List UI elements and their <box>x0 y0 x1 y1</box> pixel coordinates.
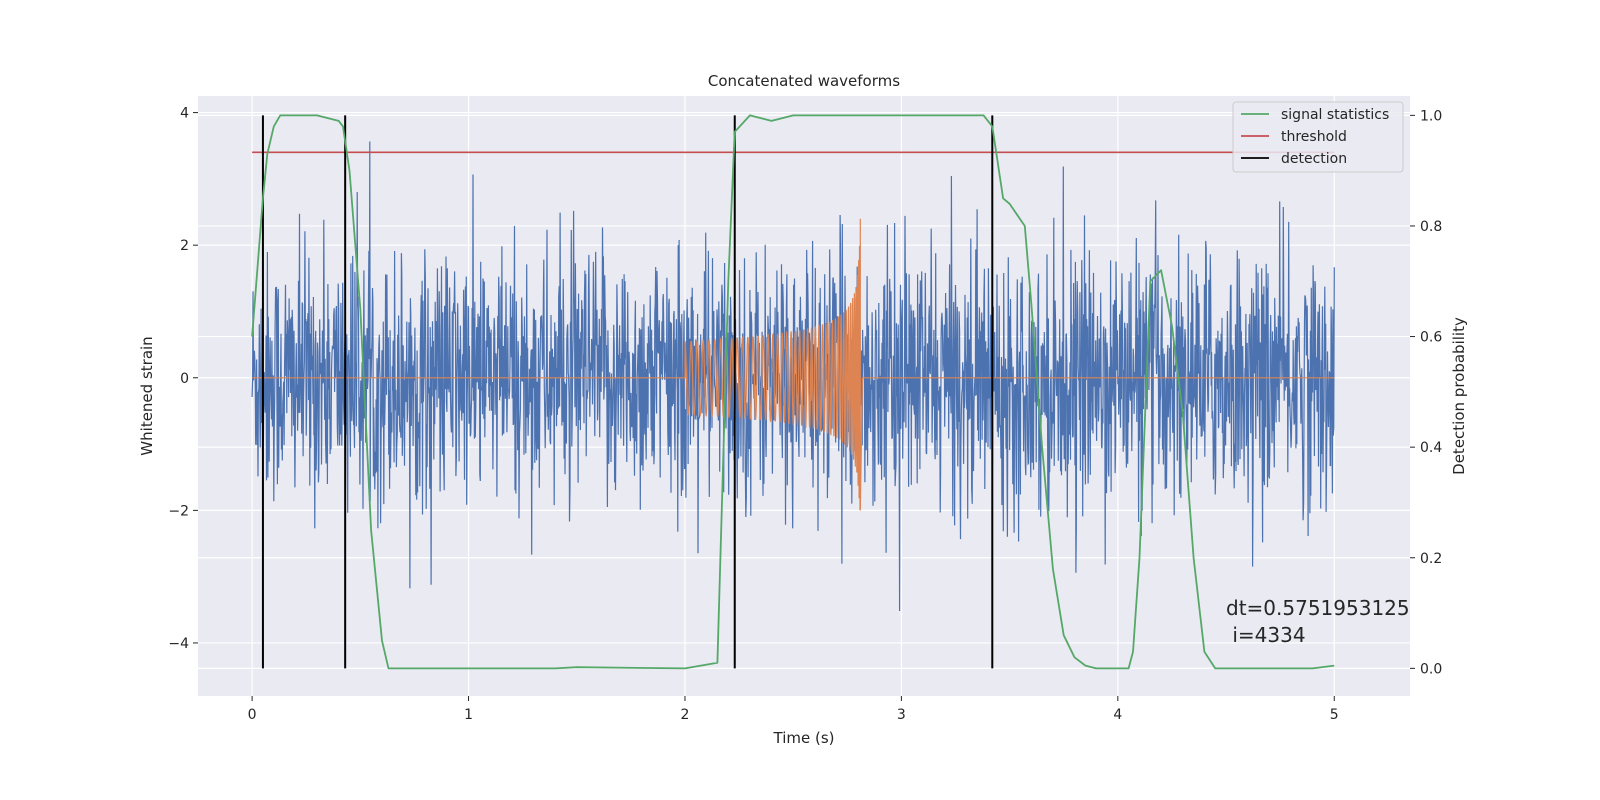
annotation-dt: dt=0.5751953125 <box>1226 596 1410 620</box>
y2-tick-label: 0.0 <box>1420 661 1442 677</box>
noise-series <box>251 141 1335 612</box>
legend-box <box>1232 101 1404 173</box>
y2-axis-label: Detection probability <box>1450 317 1468 475</box>
y-axis-label: Whitened strain <box>138 336 156 455</box>
y-tick-label: 4 <box>180 106 189 122</box>
chart-title: Concatenated waveforms <box>708 72 900 90</box>
y2-tick-label: 0.8 <box>1420 219 1442 235</box>
y2-tick-label: 0.6 <box>1420 330 1442 346</box>
noise-line <box>251 141 1335 612</box>
y-tick-label: 2 <box>180 238 189 254</box>
waveform-series <box>252 218 1335 511</box>
x-tick-label: 3 <box>897 707 906 723</box>
y-tick-label: 0 <box>180 371 189 387</box>
y2-tick-label: 0.4 <box>1420 440 1442 456</box>
signal-statistics-series <box>251 114 1335 670</box>
x-tick-label: 0 <box>248 707 257 723</box>
legend-label-threshold: threshold <box>1281 129 1347 145</box>
annotation-i: i=4334 <box>1226 623 1306 647</box>
x-axis-label: Time (s) <box>773 729 835 747</box>
x-tick-label: 4 <box>1113 707 1122 723</box>
legend-label-signal-statistics: signal statistics <box>1281 107 1389 123</box>
legend-label-detection: detection <box>1281 151 1347 167</box>
ticks: 0 1 2 3 4 5 −4 −2 0 2 4 0.0 0.2 0.4 0.6 0.8 1.0 <box>168 106 1442 723</box>
y2-tick-label: 1.0 <box>1420 108 1442 124</box>
signal-statistics-line <box>251 114 1335 670</box>
x-tick-label: 5 <box>1330 707 1339 723</box>
y-tick-label: −4 <box>168 636 189 652</box>
x-tick-label: 2 <box>681 707 690 723</box>
y2-tick-label: 0.2 <box>1420 551 1442 567</box>
x-tick-label: 1 <box>464 707 473 723</box>
legend: signal statistics threshold detection <box>1232 101 1404 173</box>
y-tick-label: −2 <box>168 503 189 519</box>
waveform-line <box>252 218 1335 511</box>
